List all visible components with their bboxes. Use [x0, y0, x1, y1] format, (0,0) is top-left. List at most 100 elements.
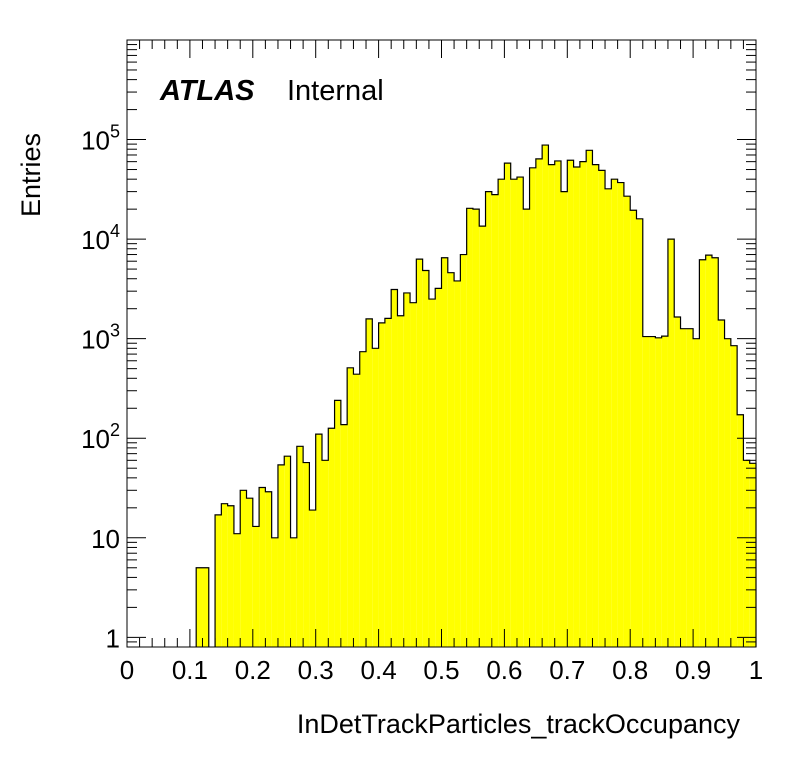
histogram-bin [649, 336, 656, 647]
histogram-bin [353, 374, 360, 647]
histogram-bin [334, 400, 341, 647]
histogram-bin [592, 164, 599, 648]
histogram-bin [328, 428, 335, 647]
histogram-bin [636, 218, 643, 647]
histogram-bin [227, 505, 234, 647]
histogram-bin [454, 280, 461, 647]
histogram-bin [290, 537, 297, 647]
histogram-bin [711, 257, 719, 647]
histogram-bin [523, 209, 530, 647]
histogram-bin [259, 487, 266, 647]
histogram-bin [699, 259, 706, 647]
histogram-bin [403, 292, 411, 647]
x-tick-label: 0.2 [235, 655, 271, 685]
histogram-bin [240, 490, 247, 647]
x-tick-label: 0 [120, 655, 134, 685]
histogram-bin [303, 462, 310, 647]
histogram-bin [567, 160, 574, 647]
x-tick-label: 0.9 [675, 655, 711, 685]
histogram-bin [617, 182, 624, 648]
histogram-bin [447, 272, 455, 647]
histogram-bin [737, 414, 744, 647]
histogram-bin [416, 259, 423, 647]
histogram-bin [504, 163, 511, 647]
histogram-bin [252, 526, 260, 647]
axis-ticks [126, 39, 757, 648]
histogram-bin [196, 567, 203, 647]
histogram-bin [277, 464, 285, 647]
x-tick-label: 0.8 [612, 655, 648, 685]
histogram-bin [422, 270, 429, 647]
histogram-bin [265, 491, 272, 647]
x-tick-label: 0.5 [423, 655, 459, 685]
histogram-bars [195, 144, 757, 648]
x-axis-label: InDetTrackParticles_trackOccupancy [297, 709, 741, 739]
histogram-bin [485, 191, 492, 647]
histogram-bin [347, 367, 354, 647]
y-tick-labels: 1 10 102 103 104 105 [81, 122, 120, 654]
histogram-bin [284, 456, 291, 647]
y-tick-label: 103 [81, 321, 120, 355]
histogram-bin [479, 226, 486, 647]
histogram-bin [472, 209, 480, 647]
histogram-bin [435, 288, 442, 647]
histogram-bin [554, 160, 562, 647]
histogram-bin [246, 498, 253, 647]
histogram-bin [466, 208, 473, 648]
histogram-bin [309, 510, 316, 647]
internal-label: Internal [287, 75, 384, 107]
histogram-bin [680, 328, 687, 647]
histogram-bin [730, 345, 738, 647]
histogram-bin [498, 179, 505, 647]
histogram-bin [315, 434, 322, 647]
histogram-bin [705, 255, 712, 647]
histogram-bin [749, 463, 756, 647]
y-axis-label: Entries [16, 133, 46, 217]
histogram-bin [271, 537, 278, 647]
histogram-bin [378, 322, 385, 647]
x-tick-label: 1 [749, 655, 763, 685]
histogram-bin [340, 424, 348, 647]
atlas-label: ATLAS [159, 75, 255, 107]
histogram-bin [510, 179, 517, 647]
y-tick-label: 105 [81, 122, 120, 156]
histogram-bin [491, 194, 499, 647]
histogram-bin [366, 318, 373, 647]
histogram-bin [623, 196, 631, 648]
histogram-bin [598, 170, 606, 647]
histogram-bin [686, 328, 694, 647]
histogram-bin [642, 336, 650, 647]
histogram-bin [410, 302, 417, 647]
histogram-bin [667, 239, 675, 648]
histogram-bin [561, 191, 568, 647]
x-tick-label: 0.3 [298, 655, 334, 685]
histogram-bin [535, 158, 543, 647]
histogram-bin [215, 514, 222, 647]
histogram-bin [529, 167, 536, 647]
histogram-bin [611, 179, 618, 647]
histogram-bin [655, 337, 662, 647]
histogram-bin [693, 338, 700, 647]
histogram-bin [372, 348, 379, 647]
histogram-bin [397, 315, 404, 647]
histogram-bin [233, 533, 241, 647]
histogram-bin [718, 320, 725, 647]
histogram-bin [321, 460, 329, 647]
histogram-bin [516, 177, 524, 647]
histogram-bin [441, 257, 448, 647]
histogram-bin [221, 503, 228, 647]
x-tick-label: 0.4 [361, 655, 397, 685]
histogram-bin [460, 254, 467, 648]
x-tick-labels: 0 0.1 0.2 0.3 0.4 0.5 0.6 0.7 0.8 0.9 1 [120, 655, 763, 685]
histogram-outline [195, 144, 757, 647]
histogram-bin [630, 210, 637, 647]
histogram-bin [605, 188, 612, 648]
histogram-bin [674, 317, 681, 647]
x-tick-label: 0.1 [172, 655, 208, 685]
x-tick-label: 0.6 [486, 655, 522, 685]
histogram-bin [202, 567, 209, 647]
y-tick-label: 10 [91, 524, 120, 554]
histogram-bin [661, 336, 668, 647]
histogram-bin [724, 338, 731, 647]
